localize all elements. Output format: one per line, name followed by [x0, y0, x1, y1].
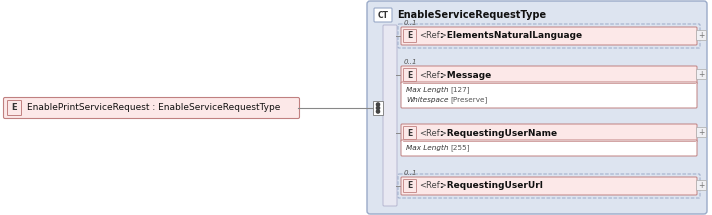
FancyBboxPatch shape [401, 140, 697, 156]
FancyBboxPatch shape [4, 97, 300, 118]
Text: E: E [407, 71, 413, 80]
FancyBboxPatch shape [696, 181, 706, 190]
Circle shape [377, 106, 379, 110]
FancyBboxPatch shape [401, 124, 697, 142]
Text: E: E [407, 181, 413, 190]
Circle shape [377, 110, 379, 113]
Text: Max Length: Max Length [406, 145, 449, 151]
Text: 0..1: 0..1 [404, 59, 417, 65]
Text: <Ref>: <Ref> [419, 129, 446, 138]
FancyBboxPatch shape [696, 127, 706, 138]
Circle shape [377, 103, 379, 106]
Text: [255]: [255] [450, 145, 469, 151]
Text: : ElementsNaturalLanguage: : ElementsNaturalLanguage [440, 32, 582, 40]
Text: Whitespace: Whitespace [406, 97, 449, 103]
Text: [127]: [127] [450, 87, 469, 93]
Text: E: E [407, 32, 413, 40]
FancyBboxPatch shape [401, 66, 697, 84]
FancyBboxPatch shape [401, 82, 697, 108]
Text: E: E [11, 103, 17, 112]
FancyBboxPatch shape [374, 8, 392, 22]
Text: EnablePrintServiceRequest : EnableServiceRequestType: EnablePrintServiceRequest : EnableServic… [27, 103, 281, 112]
Text: +: + [698, 31, 705, 40]
Text: [Preserve]: [Preserve] [450, 97, 487, 103]
FancyBboxPatch shape [404, 29, 417, 43]
Text: <Ref>: <Ref> [419, 32, 446, 40]
FancyBboxPatch shape [373, 101, 383, 115]
FancyBboxPatch shape [8, 100, 21, 115]
Text: : RequestingUserName: : RequestingUserName [440, 129, 557, 138]
FancyBboxPatch shape [404, 126, 417, 140]
FancyBboxPatch shape [696, 69, 706, 80]
Text: Max Length: Max Length [406, 87, 449, 93]
Text: 0..1: 0..1 [404, 20, 417, 26]
Text: CT: CT [377, 11, 389, 20]
Text: EnableServiceRequestType: EnableServiceRequestType [397, 10, 546, 20]
FancyBboxPatch shape [401, 27, 697, 45]
Text: : Message: : Message [440, 71, 491, 80]
FancyBboxPatch shape [404, 180, 417, 192]
Text: +: + [698, 181, 705, 190]
FancyBboxPatch shape [401, 177, 697, 195]
Text: 0..1: 0..1 [404, 170, 417, 176]
Text: <Ref>: <Ref> [419, 181, 446, 190]
Text: : RequestingUserUrl: : RequestingUserUrl [440, 181, 543, 190]
Text: <Ref>: <Ref> [419, 71, 446, 80]
FancyBboxPatch shape [383, 25, 397, 206]
FancyBboxPatch shape [696, 31, 706, 40]
Text: E: E [407, 129, 413, 138]
FancyBboxPatch shape [404, 69, 417, 81]
Text: +: + [698, 128, 705, 137]
Text: +: + [698, 70, 705, 79]
FancyBboxPatch shape [367, 1, 707, 214]
